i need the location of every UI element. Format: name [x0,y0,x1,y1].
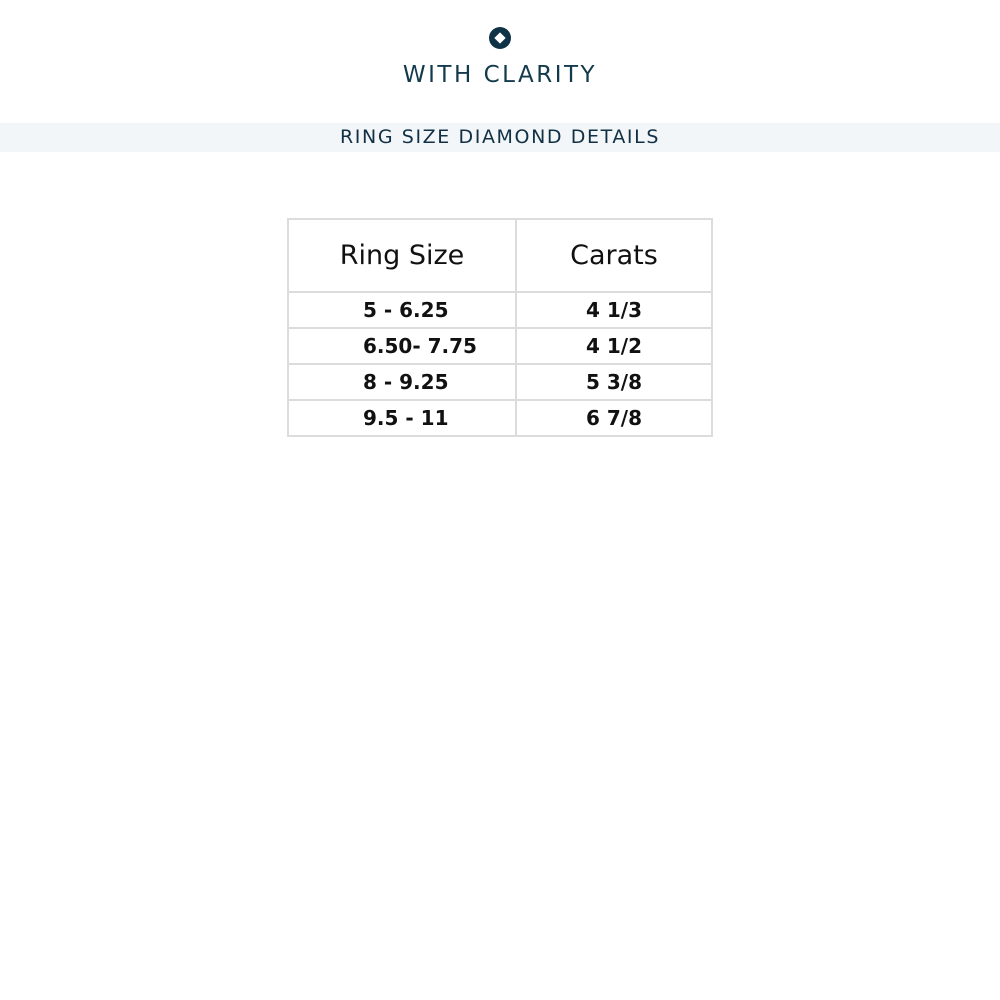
ring-size-table: Ring Size Carats 5 - 6.25 4 1/3 6.50- 7.… [287,218,713,437]
header-ring-size: Ring Size [287,218,517,293]
table-row: 5 - 6.25 4 1/3 [287,291,713,329]
section-band [0,123,1000,152]
ring-size-cell: 9.5 - 11 [287,399,517,437]
diamond-circle-icon [489,27,511,49]
ring-size-cell: 6.50- 7.75 [287,327,517,365]
header-carats: Carats [515,218,713,293]
table-row: 6.50- 7.75 4 1/2 [287,327,713,365]
carats-cell: 5 3/8 [515,363,713,401]
carats-cell: 4 1/2 [515,327,713,365]
table-header-row: Ring Size Carats [287,218,713,293]
ring-size-cell: 8 - 9.25 [287,363,517,401]
ring-size-cell: 5 - 6.25 [287,291,517,329]
brand-logo-text: WITH CLARITY [402,62,598,88]
table-row: 8 - 9.25 5 3/8 [287,363,713,401]
carats-cell: 6 7/8 [515,399,713,437]
carats-cell: 4 1/3 [515,291,713,329]
section-title: RING SIZE DIAMOND DETAILS [340,126,660,148]
table-row: 9.5 - 11 6 7/8 [287,399,713,437]
